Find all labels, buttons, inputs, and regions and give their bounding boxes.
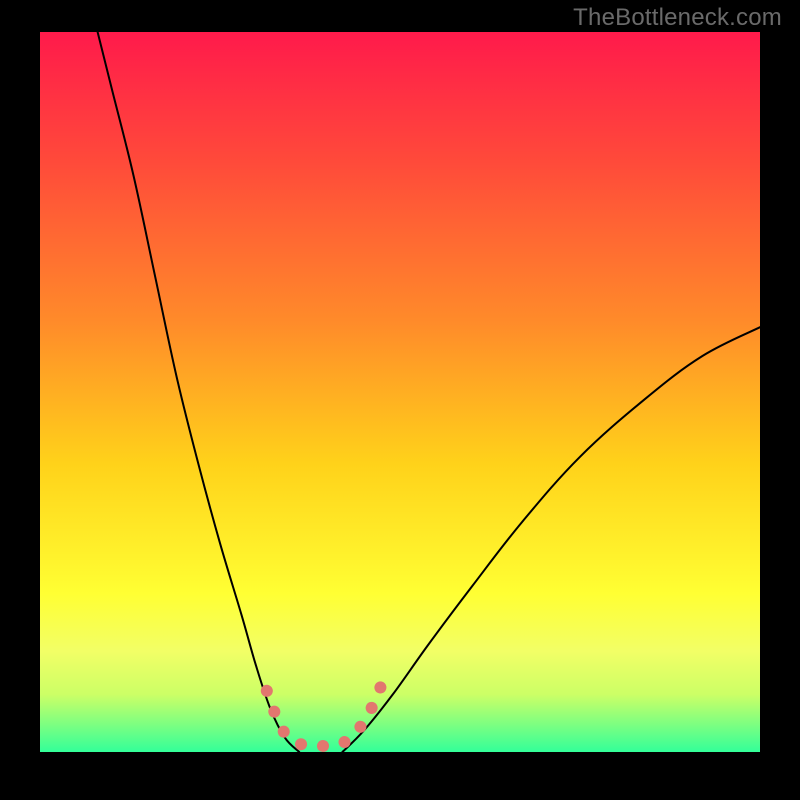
bottleneck-chart bbox=[0, 0, 800, 800]
plot-background bbox=[40, 32, 760, 752]
watermark-text: TheBottleneck.com bbox=[573, 4, 782, 32]
